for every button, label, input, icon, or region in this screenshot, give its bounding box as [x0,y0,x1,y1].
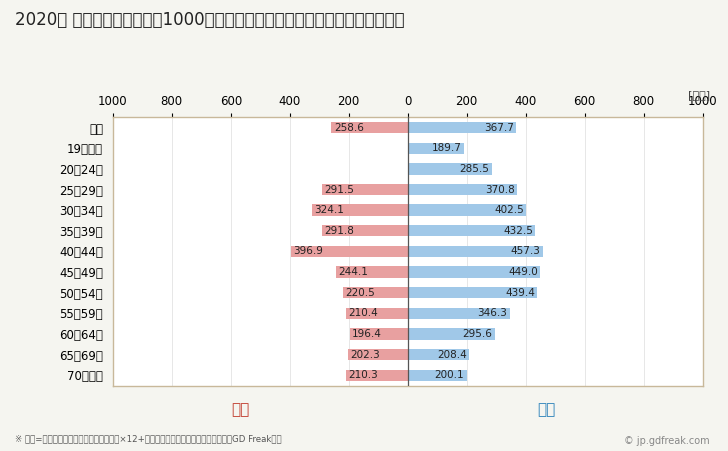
Bar [322,184,408,195]
Bar [408,349,469,360]
Bar [349,328,408,340]
Bar [322,225,408,236]
Bar [408,122,516,133]
Bar [408,225,535,236]
Bar [290,246,408,257]
Text: 432.5: 432.5 [503,226,533,236]
Bar [346,308,408,319]
Bar [343,287,408,299]
Text: 396.9: 396.9 [293,246,323,257]
Bar [408,204,526,216]
Text: 346.3: 346.3 [478,308,507,318]
Bar [348,349,408,360]
Text: 285.5: 285.5 [459,164,489,174]
Text: 220.5: 220.5 [345,288,375,298]
Text: 324.1: 324.1 [314,205,344,215]
Bar [336,267,408,278]
Bar [408,370,467,381]
Text: [万円]: [万円] [688,90,710,100]
Text: 189.7: 189.7 [432,143,462,153]
Text: 439.4: 439.4 [505,288,535,298]
Text: 男性: 男性 [537,402,555,417]
Bar [331,122,408,133]
Text: 210.4: 210.4 [348,308,378,318]
Text: 449.0: 449.0 [508,267,538,277]
Bar [346,370,408,381]
Text: 402.5: 402.5 [494,205,524,215]
Bar [408,184,517,195]
Text: © jp.gdfreak.com: © jp.gdfreak.com [624,437,710,446]
Text: 女性: 女性 [231,402,250,417]
Text: 202.3: 202.3 [350,350,380,359]
Text: 244.1: 244.1 [338,267,368,277]
Bar [408,328,495,340]
Bar [408,287,537,299]
Bar [408,267,540,278]
Text: 295.6: 295.6 [462,329,492,339]
Bar [408,163,492,175]
Text: 196.4: 196.4 [352,329,382,339]
Bar [312,204,408,216]
Text: 457.3: 457.3 [510,246,540,257]
Text: 2020年 民間企業（従業者数1000人以上）フルタイム労働者の男女別平均年収: 2020年 民間企業（従業者数1000人以上）フルタイム労働者の男女別平均年収 [15,11,404,29]
Text: 367.7: 367.7 [484,123,514,133]
Text: 370.8: 370.8 [485,184,515,194]
Text: 291.5: 291.5 [324,184,354,194]
Bar [408,246,542,257]
Text: 210.3: 210.3 [348,370,378,380]
Text: 291.8: 291.8 [324,226,354,236]
Bar [408,308,510,319]
Text: 200.1: 200.1 [435,370,464,380]
Text: 208.4: 208.4 [437,350,467,359]
Bar [408,143,464,154]
Text: 258.6: 258.6 [334,123,364,133]
Text: ※ 年収=「きまって支給する現金給与額」×12+「年間賞与その他特別給与額」としてGD Freak推計: ※ 年収=「きまって支給する現金給与額」×12+「年間賞与その他特別給与額」とし… [15,434,281,443]
